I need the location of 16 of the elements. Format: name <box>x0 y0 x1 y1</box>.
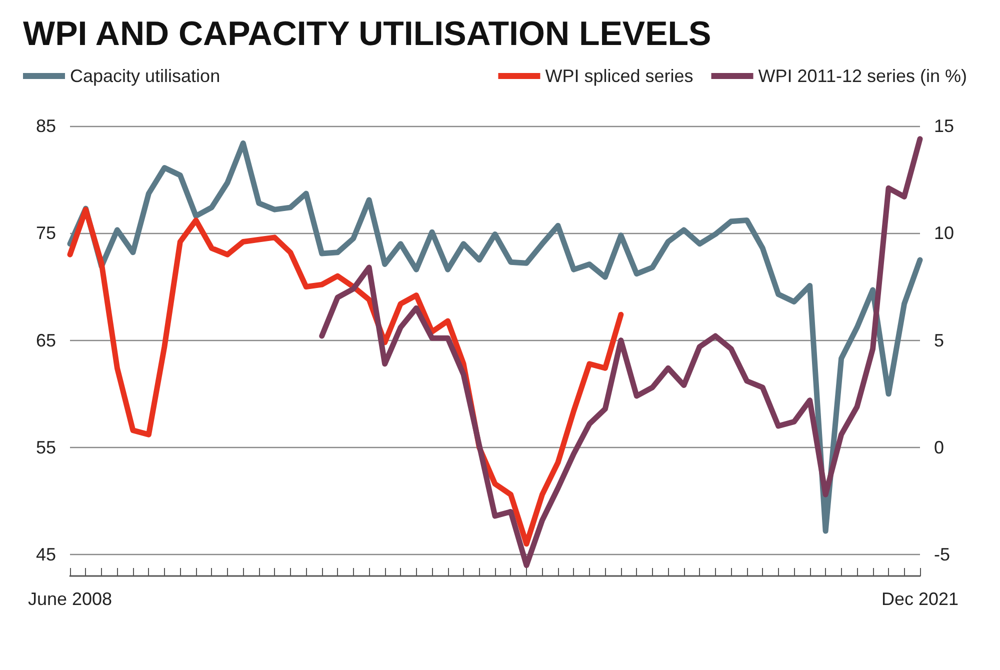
y-tick-label: 45 <box>36 544 56 565</box>
y2-tick-label: -5 <box>934 544 950 565</box>
y-tick-label: 85 <box>36 116 56 136</box>
legend-label: WPI spliced series <box>545 66 694 86</box>
chart-title: WPI AND CAPACITY UTILISATION LEVELS <box>23 15 712 53</box>
y2-tick-label: 0 <box>934 437 944 458</box>
x-tick-label: June 2008 <box>28 589 112 609</box>
legend-label: Capacity utilisation <box>70 66 220 86</box>
y2-tick-label: 5 <box>934 330 944 350</box>
legend-label: WPI 2011-12 series (in %) <box>758 66 968 86</box>
y2-tick-label: 10 <box>934 223 954 244</box>
x-tick-label: Dec 2021 <box>881 589 959 609</box>
y-tick-label: 75 <box>36 223 56 244</box>
y2-tick-label: 15 <box>934 116 954 136</box>
y-tick-label: 65 <box>36 330 56 350</box>
y-tick-label: 55 <box>36 437 56 458</box>
